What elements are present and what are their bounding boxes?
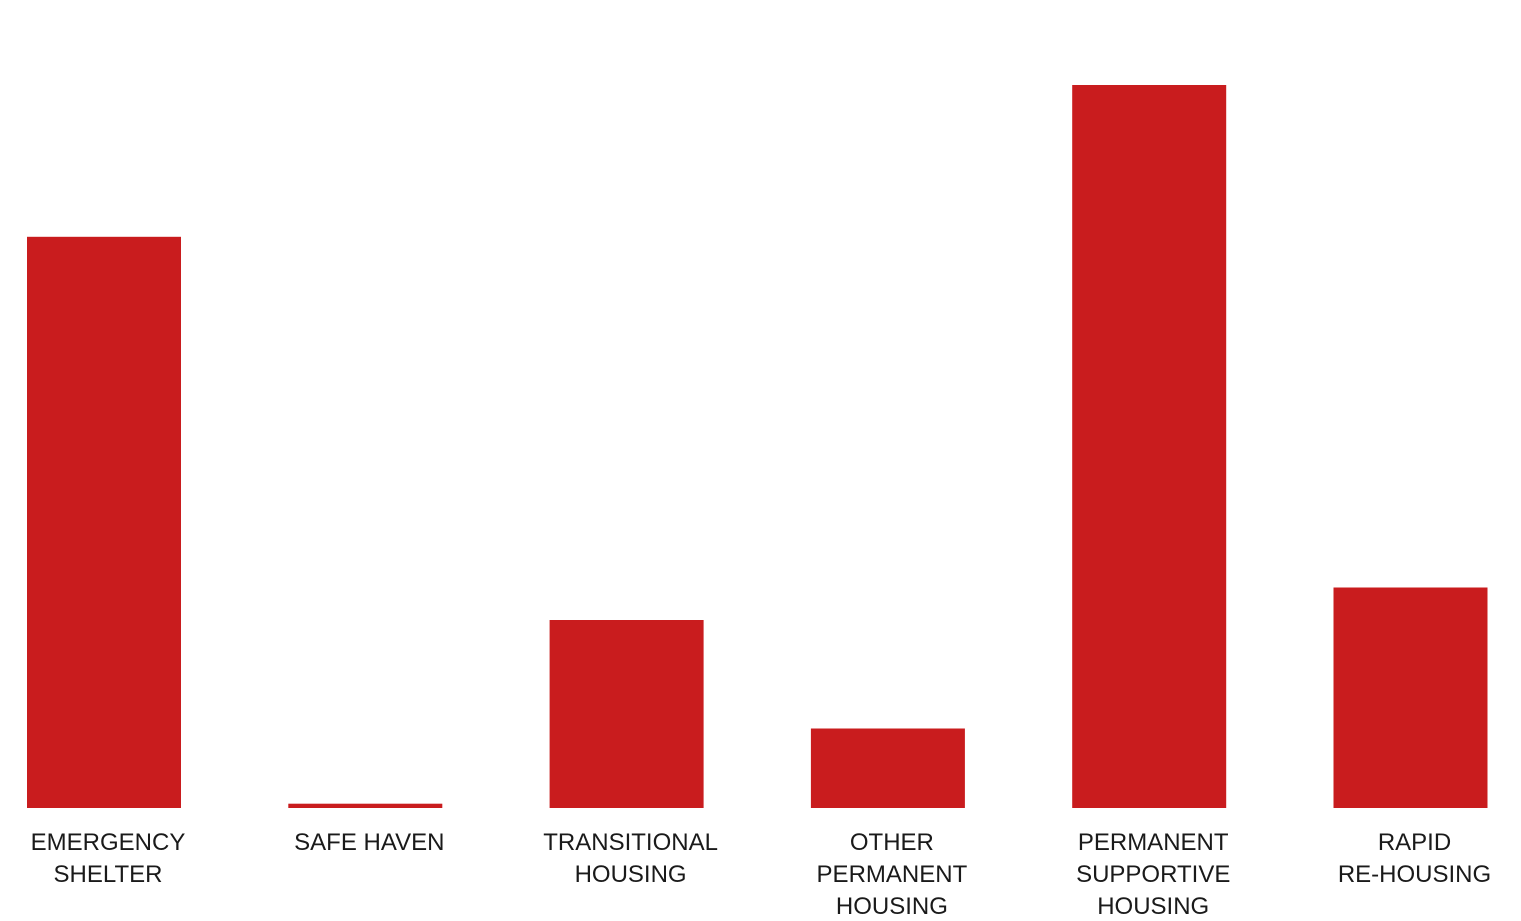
bar-4 <box>1072 85 1227 808</box>
bar-0 <box>27 236 181 809</box>
category-label-line: EMERGENCY <box>31 829 186 856</box>
category-label-line: RE-HOUSING <box>1338 861 1491 888</box>
category-label-line: SUPPORTIVE <box>1076 861 1230 888</box>
category-label-5: RAPID RE-HOUSING <box>1338 829 1491 888</box>
category-label-line: TRANSITIONAL <box>543 829 718 856</box>
category-label-line: PERMANENT <box>817 861 968 888</box>
category-label-line: HOUSING <box>1097 893 1209 916</box>
category-label-line: RAPID <box>1378 829 1451 856</box>
category-label-line: SHELTER <box>54 861 163 888</box>
bars-group <box>27 85 1488 809</box>
category-label-0: EMERGENCY SHELTER <box>31 829 186 888</box>
category-label-line: SAFE HAVEN <box>294 829 444 856</box>
category-label-line: OTHER <box>850 829 934 856</box>
category-label-line: HOUSING <box>836 893 948 916</box>
category-label-1: SAFE HAVEN <box>294 829 444 856</box>
category-label-line: PERMANENT <box>1078 829 1229 856</box>
category-labels-group: EMERGENCY SHELTER SAFE HAVEN TRANSITIONAL HO… <box>31 829 1492 920</box>
bar-1 <box>288 803 443 808</box>
bar-2 <box>549 620 704 808</box>
category-label-4: PERMANENT SUPPORTIVE HOUSING <box>1076 829 1230 916</box>
category-label-2: TRANSITIONAL HOUSING <box>543 829 718 888</box>
category-label-line: HOUSING <box>575 861 687 888</box>
bar-3 <box>810 728 965 808</box>
category-label-3: OTHER PERMANENT HOUSING <box>817 829 968 916</box>
bar-5 <box>1333 587 1488 808</box>
